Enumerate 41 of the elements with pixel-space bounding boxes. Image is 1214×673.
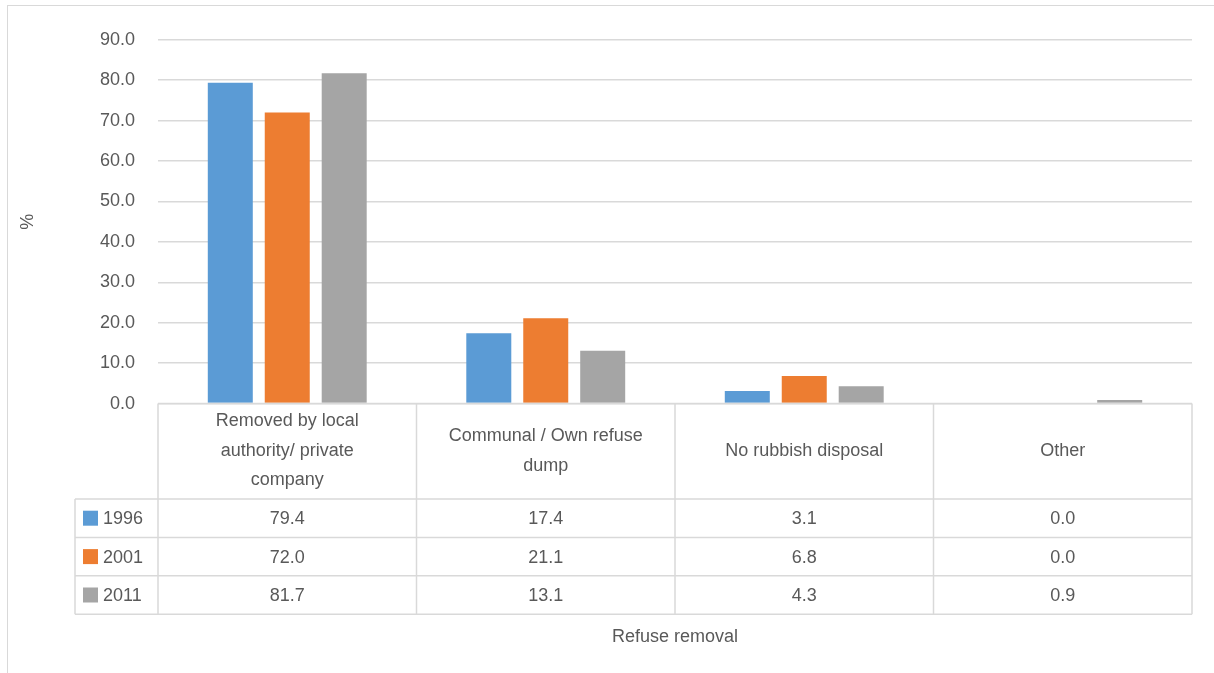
bar bbox=[321, 73, 367, 403]
x-tick-label: Communal / Own refuse dump bbox=[448, 425, 643, 475]
y-tick-label: 80.0 bbox=[99, 69, 135, 90]
bar bbox=[466, 333, 512, 403]
bar bbox=[838, 386, 884, 403]
text: Refuse removal bbox=[611, 625, 739, 646]
y-axis-title: % bbox=[16, 213, 37, 230]
data-label: 72.0 bbox=[269, 546, 305, 567]
y-tick-label: 10.0 bbox=[99, 352, 135, 373]
bar bbox=[264, 112, 310, 403]
y-tick-label: 50.0 bbox=[99, 190, 135, 211]
legend-label: 2011 bbox=[103, 584, 142, 605]
data-label: 21.1 bbox=[528, 546, 564, 567]
bar bbox=[580, 350, 626, 403]
data-label: 6.8 bbox=[791, 546, 817, 567]
data-label: 13.1 bbox=[528, 584, 564, 605]
bar bbox=[724, 391, 770, 403]
x-tick-label: No rubbish disposal bbox=[725, 439, 884, 460]
x-tick-label: Removed by local authority/ private company bbox=[215, 410, 359, 490]
data-label: 0.0 bbox=[1050, 546, 1076, 567]
y-tick-label: 60.0 bbox=[99, 150, 135, 171]
y-tick-label: 70.0 bbox=[99, 109, 135, 130]
bar bbox=[207, 82, 253, 403]
bar bbox=[781, 376, 827, 403]
y-tick-label: 0.0 bbox=[109, 392, 135, 413]
legend-label: 2001 bbox=[103, 546, 144, 567]
data-label: 0.9 bbox=[1050, 584, 1076, 605]
bar bbox=[523, 318, 569, 403]
y-tick-label: 30.0 bbox=[99, 271, 135, 292]
data-label: 3.1 bbox=[791, 508, 817, 529]
y-tick-label: 90.0 bbox=[99, 28, 135, 49]
bar bbox=[1097, 399, 1143, 403]
data-label: 81.7 bbox=[269, 584, 305, 605]
data-label: 79.4 bbox=[269, 508, 305, 529]
data-label: 0.0 bbox=[1050, 508, 1076, 529]
y-tick-label: 40.0 bbox=[99, 230, 135, 251]
data-label: 17.4 bbox=[528, 508, 564, 529]
data-label: 4.3 bbox=[791, 584, 817, 605]
y-tick-label: 20.0 bbox=[99, 311, 135, 332]
x-tick-label: Other bbox=[1040, 439, 1086, 460]
legend-label: 1996 bbox=[103, 508, 144, 529]
